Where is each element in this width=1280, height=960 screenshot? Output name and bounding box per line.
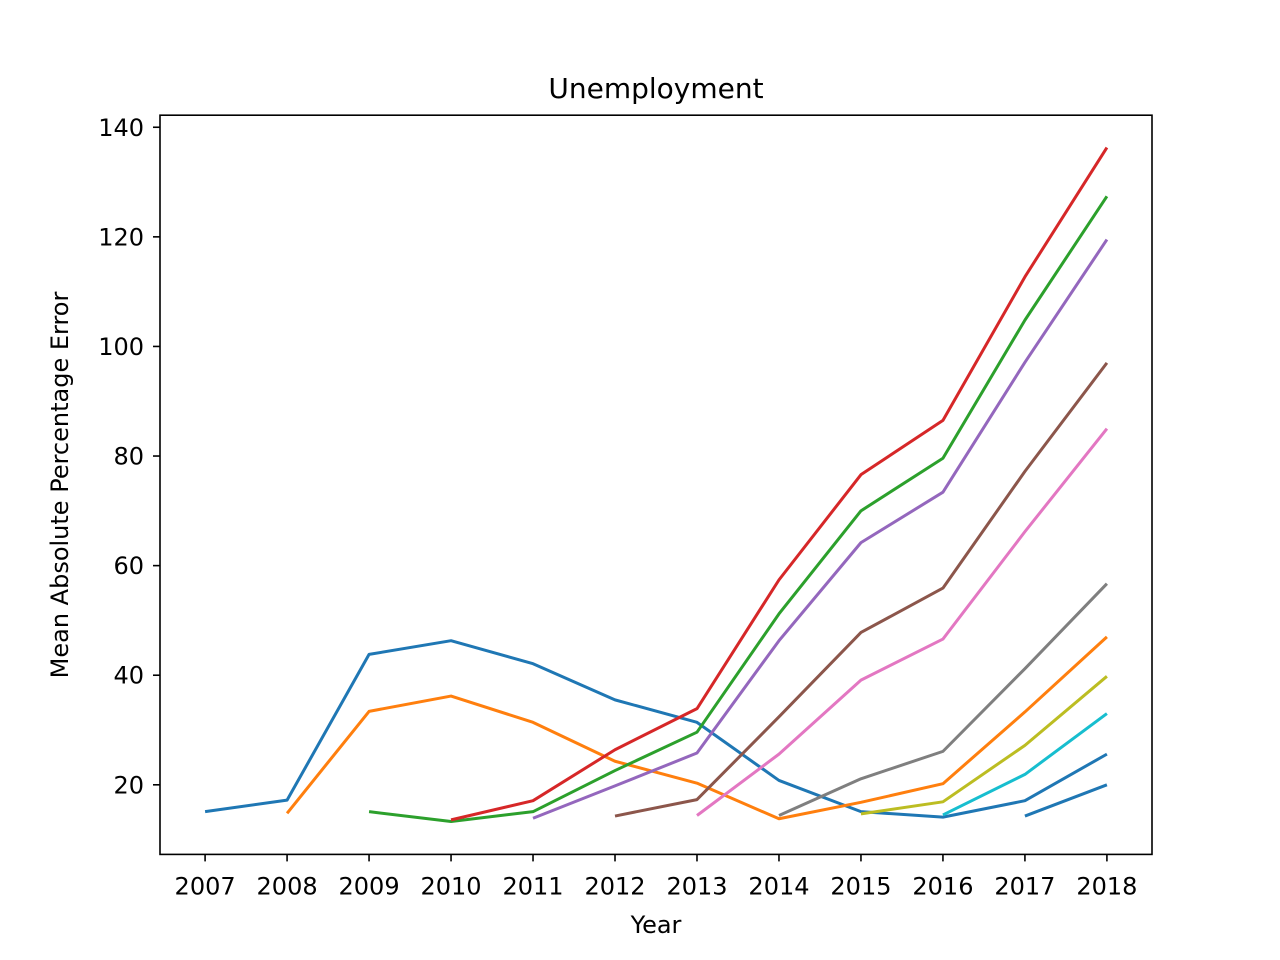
- y-axis-label: Mean Absolute Percentage Error: [46, 292, 74, 679]
- x-axis-ticks: 2007 2008 2009 2010 2011 2012 2013 2014 2015 2016…: [175, 854, 1137, 900]
- series-line-3: [368, 195, 1109, 824]
- x-tick-label: 2010: [421, 872, 482, 900]
- y-tick-label: 20: [113, 771, 144, 799]
- y-tick-label: 60: [113, 552, 144, 580]
- x-tick-label: 2007: [175, 872, 236, 900]
- y-tick-label: 100: [98, 333, 144, 361]
- y-tick-label: 40: [113, 662, 144, 690]
- y-tick-label: 80: [113, 443, 144, 471]
- series-line-4: [450, 146, 1109, 822]
- x-tick-label: 2008: [257, 872, 318, 900]
- series-line-8: [778, 582, 1108, 817]
- x-tick-label: 2014: [748, 872, 809, 900]
- series-line-1: [204, 639, 1108, 819]
- chart-title: Unemployment: [548, 72, 763, 105]
- series-line-9: [860, 675, 1108, 816]
- series-line-10: [942, 712, 1108, 817]
- x-tick-label: 2009: [339, 872, 400, 900]
- x-axis-label: Year: [630, 911, 682, 939]
- series-line-11: [1024, 783, 1108, 818]
- x-tick-label: 2017: [994, 872, 1055, 900]
- series-line-6: [614, 361, 1109, 818]
- y-tick-label: 140: [98, 114, 144, 142]
- series-layer: [204, 146, 1109, 824]
- series-line-5: [532, 238, 1109, 820]
- series-line-2: [285, 635, 1108, 821]
- y-axis-ticks: 20 40 60 80 100 120 140: [98, 114, 160, 799]
- x-tick-label: 2011: [502, 872, 563, 900]
- y-tick-label: 120: [98, 223, 144, 251]
- series-line-7: [696, 427, 1109, 817]
- x-tick-label: 2016: [912, 872, 973, 900]
- x-tick-label: 2012: [584, 872, 645, 900]
- x-tick-label: 2018: [1076, 872, 1137, 900]
- x-tick-label: 2013: [666, 872, 727, 900]
- plot-area-frame: [159, 114, 1153, 856]
- x-tick-label: 2015: [830, 872, 891, 900]
